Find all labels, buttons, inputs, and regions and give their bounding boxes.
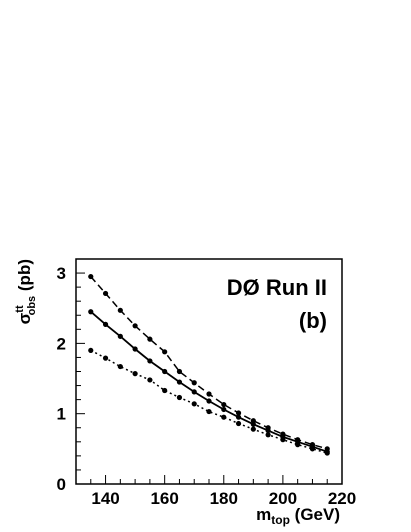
y-axis-label: σttobs (pb) [14, 259, 38, 324]
data-point [250, 426, 256, 432]
axes [75, 258, 343, 485]
y-axis-label-text: σttobs (pb) [14, 259, 38, 324]
data-point [102, 355, 109, 361]
data-point [147, 377, 153, 383]
data-point [162, 368, 168, 375]
x-axis-label: mtop (GeV) [256, 505, 340, 527]
series-solid-line [90, 311, 328, 453]
data-point [221, 401, 227, 408]
data-point [88, 309, 94, 315]
data-point [117, 307, 123, 313]
y-tick-label: 3 [57, 264, 66, 283]
data-point [280, 437, 286, 443]
data-point [235, 410, 242, 416]
y-tick-label: 2 [57, 334, 66, 353]
data-point [221, 414, 227, 420]
data-point [147, 336, 153, 342]
annotation-title: DØ Run II [227, 275, 327, 300]
x-tick-label: 160 [150, 489, 178, 508]
data-point [162, 349, 168, 355]
data-point [191, 389, 197, 395]
data-point [235, 414, 242, 420]
data-point [132, 346, 138, 352]
x-tick-label: 200 [269, 489, 297, 508]
data-point [235, 420, 242, 427]
data-point [191, 401, 197, 407]
data-point [206, 408, 212, 415]
series-dashed-line [90, 276, 328, 450]
x-tick-label: 140 [91, 489, 119, 508]
data-point [162, 387, 168, 394]
data-point [206, 398, 212, 404]
data-point [88, 273, 94, 280]
plot-area [88, 273, 330, 456]
data-point [88, 347, 94, 354]
labels: 140 160 180 200 220 0 1 2 3 DØ Run II (b) mtop (GeV… [14, 259, 356, 527]
data-point [176, 379, 183, 385]
x-tick-label: 180 [210, 489, 238, 508]
data-point [250, 421, 256, 427]
data-point [191, 380, 197, 386]
data-point [176, 368, 183, 375]
data-point [117, 363, 123, 370]
data-point [102, 290, 109, 297]
x-tick-label: 220 [328, 489, 356, 508]
data-point [132, 323, 138, 329]
y-tick-label: 1 [57, 405, 66, 424]
data-point [295, 442, 301, 448]
y-tick-label: 0 [57, 475, 66, 494]
data-point [324, 450, 330, 456]
data-point [132, 371, 138, 377]
data-point [309, 446, 316, 452]
data-point [206, 391, 212, 397]
data-point [265, 432, 271, 438]
data-point [117, 333, 123, 339]
data-point [176, 394, 183, 401]
data-point [221, 406, 227, 413]
data-point [147, 358, 153, 364]
data-point [102, 321, 109, 327]
annotation-panel: (b) [299, 308, 327, 333]
data-point [265, 427, 271, 434]
